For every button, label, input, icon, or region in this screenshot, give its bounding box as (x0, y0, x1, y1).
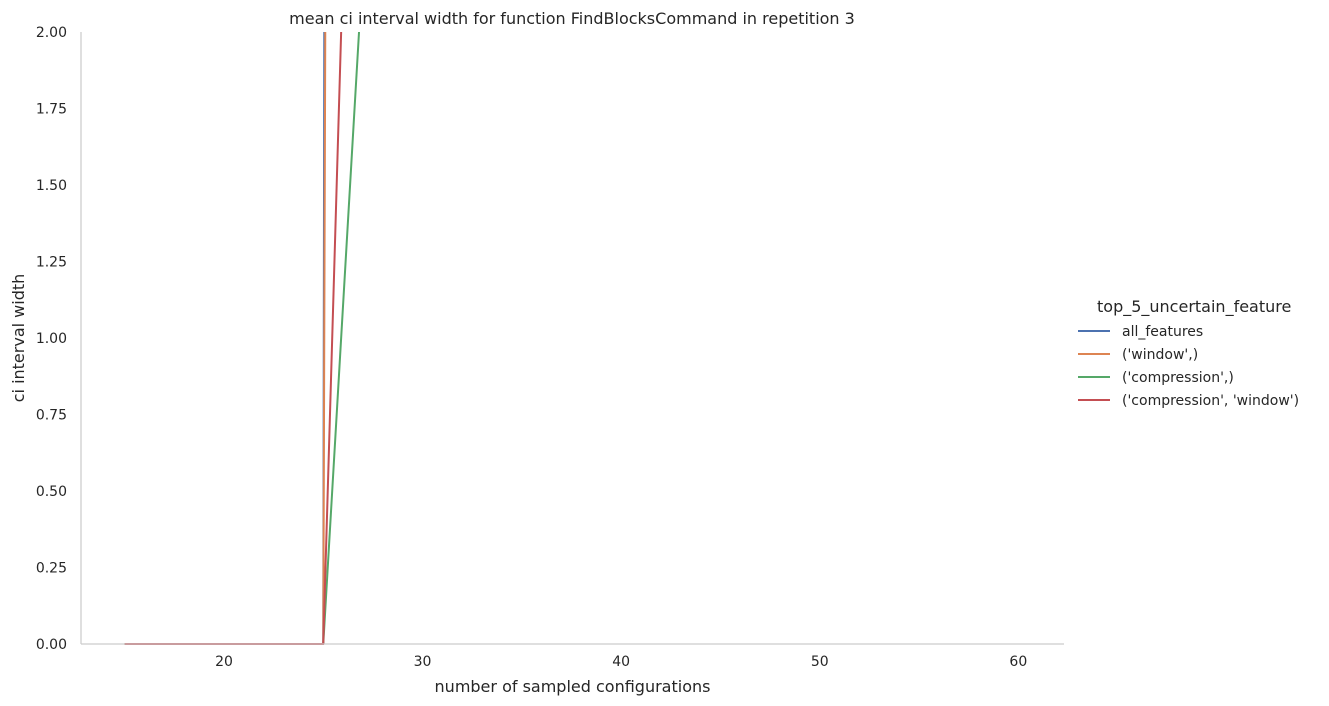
series-line (124, 32, 327, 645)
y-tick-label: 0.00 (36, 637, 67, 653)
x-axis-label: number of sampled configurations (435, 677, 711, 696)
y-tick-label: 1.00 (36, 331, 67, 347)
legend: top_5_uncertain_feature all_features ('wi… (1078, 297, 1299, 409)
y-axis-ticks: 0.00 0.25 0.50 0.75 1.00 1.25 1.50 1.75 2.00 (36, 25, 67, 653)
y-tick-label: 0.25 (36, 561, 67, 577)
y-tick-label: 0.50 (36, 484, 67, 500)
series-line (124, 32, 343, 645)
x-tick-label: 60 (1009, 654, 1027, 670)
legend-label: ('compression', 'window') (1122, 393, 1299, 409)
y-tick-label: 1.50 (36, 178, 67, 194)
x-axis-ticks: 20 30 40 50 60 (215, 654, 1027, 670)
y-tick-label: 1.75 (36, 102, 67, 118)
y-tick-label: 1.25 (36, 255, 67, 271)
y-tick-label: 2.00 (36, 25, 67, 41)
legend-items: all_features ('window',) ('compression',) (… (1078, 324, 1299, 409)
x-tick-label: 30 (414, 654, 432, 670)
y-axis-label: ci interval width (9, 274, 28, 403)
plot-area: 20 30 40 50 60 0.00 0.25 0.50 0.75 1.00 1.25 1.50 1… (36, 25, 1064, 670)
legend-title: top_5_uncertain_feature (1097, 297, 1291, 317)
y-tick-label: 0.75 (36, 408, 67, 424)
series-line (124, 32, 326, 645)
legend-label: ('compression',) (1122, 370, 1234, 386)
series-lines (124, 32, 361, 645)
x-tick-label: 40 (612, 654, 630, 670)
legend-label: all_features (1122, 324, 1203, 340)
x-tick-label: 50 (811, 654, 829, 670)
legend-label: ('window',) (1122, 347, 1198, 363)
x-tick-label: 20 (215, 654, 233, 670)
chart-title: mean ci interval width for function Find… (289, 9, 855, 28)
